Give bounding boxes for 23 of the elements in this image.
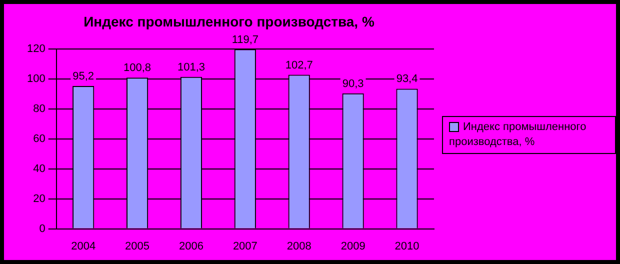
x-tick-label: 2004 bbox=[71, 240, 96, 252]
data-label: 90,3 bbox=[342, 78, 364, 90]
chart-title: Индекс промышленного производства, % bbox=[84, 13, 375, 30]
x-tick-label: 2010 bbox=[394, 240, 420, 252]
data-label: 102,7 bbox=[285, 59, 313, 72]
data-label: 95,2 bbox=[72, 70, 94, 83]
y-tick-label: 80 bbox=[33, 102, 46, 115]
data-label: 119,7 bbox=[232, 34, 259, 46]
y-tick-label: 0 bbox=[39, 222, 46, 235]
y-tick-label: 60 bbox=[33, 132, 46, 145]
y-tick-label: 100 bbox=[26, 72, 46, 85]
data-label: 101,3 bbox=[177, 61, 205, 74]
x-tick-label: 2007 bbox=[232, 240, 258, 252]
x-tick-label: 2005 bbox=[125, 240, 150, 252]
x-tick-label: 2008 bbox=[286, 240, 312, 252]
y-tick-label: 20 bbox=[33, 192, 46, 205]
legend-label: Индекс промышленного производства, % bbox=[449, 120, 588, 150]
data-label: 100,8 bbox=[124, 62, 152, 74]
x-tick-label: 2009 bbox=[340, 240, 366, 252]
y-tick-label: 120 bbox=[26, 42, 46, 55]
y-tick-label: 40 bbox=[33, 162, 46, 175]
data-label: 93,4 bbox=[396, 73, 418, 86]
x-tick-label: 2006 bbox=[178, 240, 204, 252]
